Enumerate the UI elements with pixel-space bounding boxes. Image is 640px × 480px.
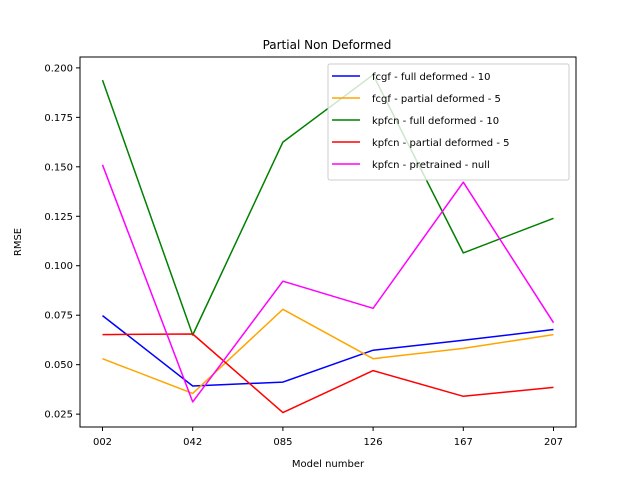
legend-label: fcgf - full deformed - 10 — [372, 72, 490, 83]
series-line-0 — [102, 315, 554, 387]
x-axis: 002 042 085 126 167 207 — [93, 427, 563, 448]
x-tick-label: 167 — [454, 437, 473, 448]
y-tick-label: 0.175 — [44, 113, 73, 124]
y-axis: 0.025 0.050 0.075 0.100 0.125 0.150 0.175 0.200 — [44, 63, 80, 421]
y-tick-label: 0.200 — [44, 63, 73, 74]
y-tick-label: 0.025 — [44, 410, 73, 421]
y-tick-label: 0.050 — [44, 360, 73, 371]
legend-label: kpfcn - partial deformed - 5 — [372, 138, 509, 149]
legend-box — [327, 63, 570, 181]
series-line-1 — [102, 308, 554, 395]
legend-label: kpfcn - full deformed - 10 — [372, 116, 499, 127]
x-axis-label: Model number — [292, 459, 365, 470]
legend: fcgf - full deformed - 10 fcgf - partial … — [327, 63, 570, 181]
y-axis-label: RMSE — [13, 228, 24, 256]
y-tick-label: 0.100 — [44, 261, 73, 272]
legend-label: fcgf - partial deformed - 5 — [372, 94, 501, 105]
chart-title: Partial Non Deformed — [263, 38, 392, 52]
y-tick-label: 0.125 — [44, 212, 73, 223]
x-tick-label: 207 — [544, 437, 563, 448]
x-tick-label: 085 — [273, 437, 292, 448]
plot-frame — [79, 56, 577, 428]
x-tick-label: 002 — [93, 437, 112, 448]
y-tick-label: 0.150 — [44, 162, 73, 173]
x-tick-label: 126 — [364, 437, 383, 448]
legend-label: kpfcn - pretrained - null — [372, 160, 490, 171]
x-tick-label: 042 — [183, 437, 202, 448]
y-tick-label: 0.075 — [44, 311, 73, 322]
series-line-4 — [101, 164, 555, 403]
series-line-3 — [102, 333, 554, 414]
